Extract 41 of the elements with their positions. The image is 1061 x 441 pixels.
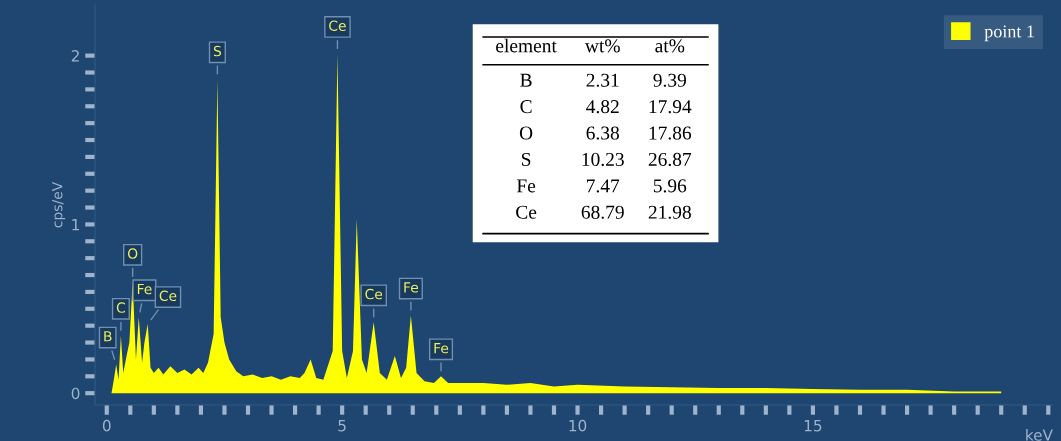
annotation: 9.39 [653,73,687,87]
annotation: element [496,38,557,53]
annotation: 10.23 [582,152,624,167]
annotation: Ce [516,205,537,219]
annotation: Ce [159,290,177,302]
annotation: Ce [365,288,383,300]
annotation: 21.98 [648,205,691,219]
x-tick-label: 10 [569,419,587,432]
x-tick-label: 15 [804,420,822,432]
annotation: 6.38 [586,126,620,140]
y-axis-title: cps/eV [52,181,66,228]
y-tick-label: 1 [72,219,80,231]
y-tick-label: 0 [71,387,80,400]
annotation: wt% [584,39,620,53]
annotation: 17.94 [649,100,692,114]
annotation: B [520,73,532,87]
annotation: Fe [516,179,536,193]
annotation: B [104,331,112,342]
legend-label: point 1 [984,25,1034,42]
x-axis-title: keV [1026,429,1053,441]
x-tick-label: 0 [102,419,111,432]
annotation: C [116,302,125,313]
annotation: 7.47 [587,179,620,193]
annotation: 5.96 [653,179,687,193]
annotation: 17.86 [649,126,692,140]
y-tick-label: 2 [71,50,79,62]
annotation: S [521,152,531,166]
annotation: at% [655,39,685,53]
annotation: 2.31 [586,73,619,87]
annotation: O [127,248,138,259]
annotation: 26.87 [648,152,692,167]
annotation: Fe [404,282,419,293]
annotation: O [519,126,533,140]
annotation: 68.79 [581,205,624,219]
annotation: C [520,100,532,114]
annotation: Fe [434,343,449,354]
annotation: 4.82 [586,100,619,114]
annotation: Fe [137,283,152,295]
annotation: S [213,45,222,57]
x-tick-label: 5 [338,420,346,432]
annotation: Ce [329,20,346,31]
